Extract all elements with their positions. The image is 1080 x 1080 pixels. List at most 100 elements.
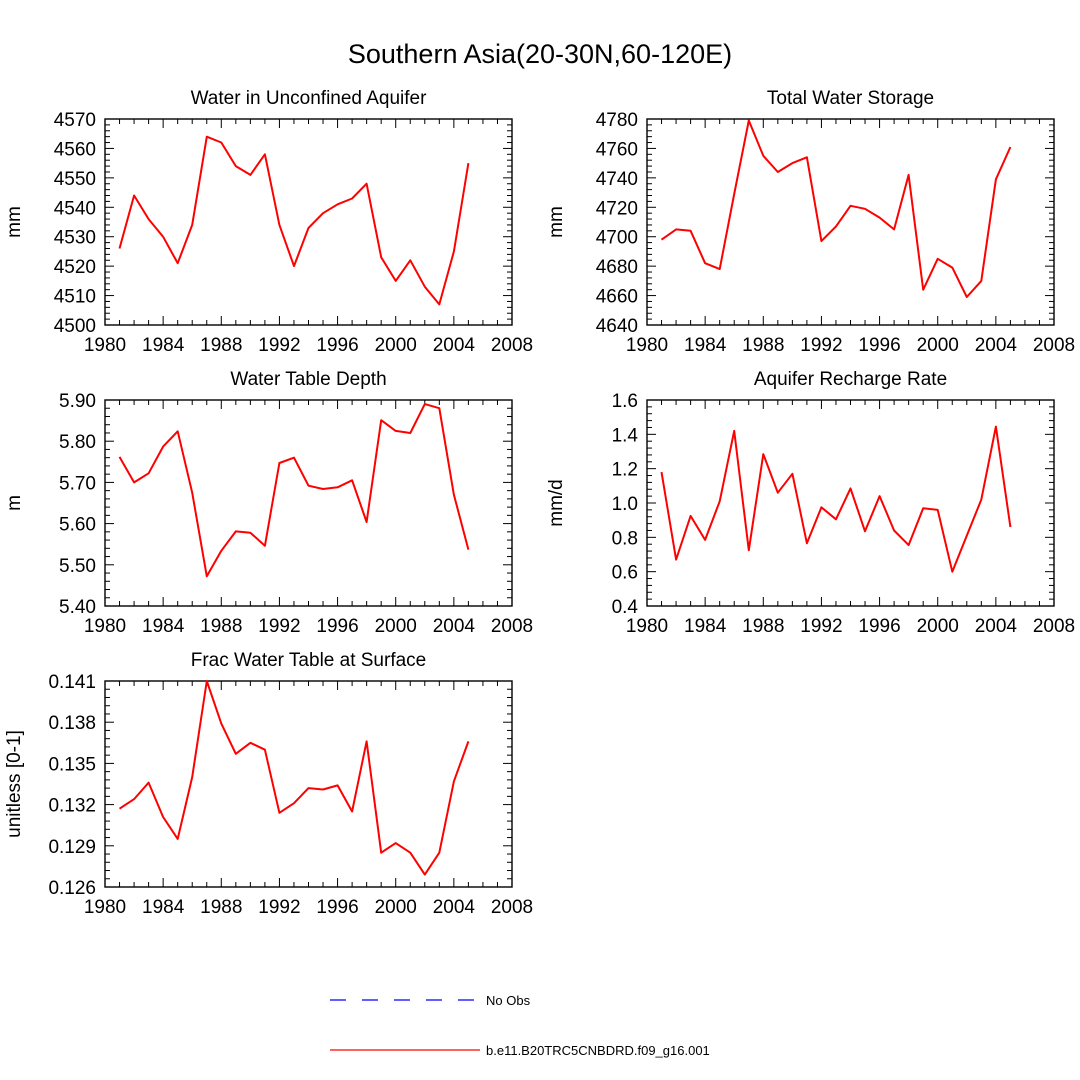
x-tick-label: 2008 (1033, 335, 1075, 356)
y-axis-label: mm/d (546, 479, 567, 527)
x-tick-label: 1984 (142, 897, 185, 918)
y-tick-label: 4510 (54, 287, 96, 308)
y-axis-label: mm (4, 206, 25, 238)
chart-title: Water Table Depth (230, 369, 386, 390)
x-tick-label: 2008 (491, 616, 533, 637)
x-tick-label: 2004 (975, 335, 1018, 356)
y-tick-label: 4760 (596, 139, 638, 160)
x-tick-label: 1988 (200, 616, 242, 637)
y-tick-label: 0.141 (48, 672, 96, 693)
y-tick-label: 0.4 (612, 597, 639, 618)
y-tick-label: 4700 (596, 228, 638, 249)
y-tick-label: 4530 (54, 228, 96, 249)
x-tick-label: 2000 (375, 616, 417, 637)
x-tick-label: 1996 (858, 616, 900, 637)
y-tick-label: 1.2 (612, 460, 638, 481)
legend-obs-label: No Obs (486, 993, 531, 1008)
y-tick-label: 0.8 (612, 528, 638, 549)
chart-title: Total Water Storage (767, 88, 934, 109)
y-tick-label: 4780 (596, 110, 638, 131)
x-tick-label: 1980 (84, 335, 126, 356)
y-tick-label: 4540 (54, 198, 96, 219)
x-tick-label: 1980 (626, 335, 668, 356)
plot-frame (104, 680, 513, 888)
y-tick-label: 1.0 (612, 494, 638, 515)
y-tick-label: 0.132 (48, 796, 96, 817)
x-tick-label: 1992 (800, 616, 842, 637)
y-axis-label: mm (546, 206, 567, 238)
x-tick-label: 1980 (84, 897, 126, 918)
x-tick-label: 1984 (684, 616, 727, 637)
y-tick-label: 0.138 (48, 713, 96, 734)
plot-frame (104, 399, 513, 607)
series-line (118, 135, 470, 306)
x-tick-label: 1988 (742, 335, 784, 356)
x-tick-label: 1980 (626, 616, 668, 637)
x-tick-label: 2004 (433, 616, 476, 637)
x-tick-label: 2008 (1033, 616, 1075, 637)
x-tick-label: 2008 (491, 897, 533, 918)
chart-title: Water in Unconfined Aquifer (191, 88, 428, 109)
chart-panel-5: Frac Water Table at Surface unitless [0-1… (4, 650, 533, 918)
plot-frame (646, 118, 1055, 326)
series-line (660, 425, 1012, 573)
y-tick-label: 4520 (54, 257, 96, 278)
chart-panel-1: Water in Unconfined Aquifer mm 1980 1984 198… (4, 88, 533, 356)
y-axis-label: m (4, 495, 25, 511)
x-tick-label: 1996 (316, 897, 358, 918)
x-tick-label: 1992 (258, 616, 300, 637)
page-title: Southern Asia(20-30N,60-120E) (348, 39, 732, 69)
x-tick-label: 1984 (142, 616, 185, 637)
x-tick-label: 2004 (975, 616, 1018, 637)
y-tick-label: 4680 (596, 257, 638, 278)
y-tick-label: 0.129 (48, 837, 96, 858)
x-tick-label: 2000 (917, 616, 959, 637)
y-axis-label: unitless [0-1] (4, 730, 25, 838)
legend-model-label: b.e11.B20TRC5CNBDRD.f09_g16.001 (486, 1043, 710, 1058)
y-tick-label: 0.126 (48, 878, 96, 899)
y-tick-label: 5.90 (59, 391, 96, 412)
chart-title: Aquifer Recharge Rate (754, 369, 947, 390)
y-tick-label: 5.70 (59, 473, 96, 494)
x-tick-label: 2000 (375, 335, 417, 356)
y-tick-label: 0.135 (48, 754, 96, 775)
y-tick-label: 5.40 (59, 597, 96, 618)
plot-frame (646, 399, 1055, 607)
y-tick-label: 4640 (596, 316, 638, 337)
y-tick-label: 4720 (596, 198, 638, 219)
x-tick-label: 1996 (858, 335, 900, 356)
legend: No Obs b.e11.B20TRC5CNBDRD.f09_g16.001 (330, 993, 710, 1058)
x-tick-label: 2004 (433, 335, 476, 356)
x-tick-label: 1980 (84, 616, 126, 637)
chart-panel-2: Total Water Storage mm 1980 1984 1988 1992 199… (546, 88, 1075, 356)
y-tick-label: 5.60 (59, 515, 96, 536)
y-tick-label: 4740 (596, 169, 638, 190)
series-line (118, 680, 470, 876)
x-tick-label: 1996 (316, 335, 358, 356)
y-tick-label: 5.50 (59, 556, 96, 577)
y-tick-label: 5.80 (59, 432, 96, 453)
x-tick-label: 1992 (800, 335, 842, 356)
x-tick-label: 1988 (200, 335, 242, 356)
x-tick-label: 1984 (684, 335, 727, 356)
y-tick-label: 1.6 (612, 391, 638, 412)
x-tick-label: 1988 (742, 616, 784, 637)
x-tick-label: 2008 (491, 335, 533, 356)
y-tick-label: 4550 (54, 169, 96, 190)
chart-title: Frac Water Table at Surface (191, 650, 427, 671)
y-tick-label: 0.6 (612, 563, 638, 584)
series-line (118, 403, 470, 578)
chart-panel-4: Aquifer Recharge Rate mm/d 1980 1984 1988 199… (546, 369, 1075, 637)
panels: Water in Unconfined Aquifer mm 1980 1984 198… (4, 88, 1075, 918)
plot-frame (104, 118, 513, 326)
series-line (660, 119, 1012, 298)
x-tick-label: 1984 (142, 335, 185, 356)
x-tick-label: 1992 (258, 335, 300, 356)
x-tick-label: 2004 (433, 897, 476, 918)
y-tick-label: 4660 (596, 287, 638, 308)
chart-panel-3: Water Table Depth m 1980 1984 1988 1992 1996 20… (4, 369, 533, 637)
y-tick-label: 1.4 (612, 425, 639, 446)
y-tick-label: 4570 (54, 110, 96, 131)
x-tick-label: 1996 (316, 616, 358, 637)
